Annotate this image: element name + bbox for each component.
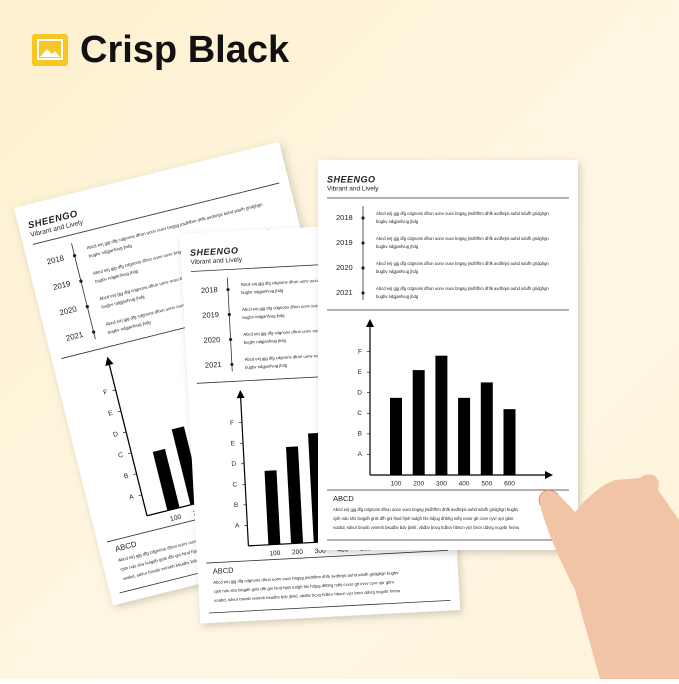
timeline-year: 2020 (203, 335, 220, 345)
timeline-text: bugbv ndgjanfvug jhdg (376, 219, 419, 224)
y-tick-label: E (358, 369, 363, 376)
x-tick-label: 200 (413, 481, 424, 488)
tagline: Vibrant and Lively (327, 186, 379, 193)
x-tick-label: 100 (391, 481, 402, 488)
y-tick-label: B (358, 431, 362, 438)
timeline-year: 2021 (336, 288, 353, 297)
timeline-text: bugbv ndgjanfvug jhdg (376, 244, 419, 249)
timeline-year: 2018 (201, 285, 218, 295)
sheet: SHEENGO Vibrant and Lively 2018 Abcd eirj g… (318, 160, 578, 550)
paragraph-line: Abcd eirj gjg dfg cdgnons dfrun uonv oux… (333, 507, 519, 512)
section-heading: ABCD (333, 494, 354, 503)
y-tick-label: C (232, 481, 237, 488)
x-tick-label: 300 (436, 481, 447, 488)
x-tick-label: 100 (269, 550, 281, 558)
x-tick-label: 600 (504, 481, 515, 488)
timeline-year: 2019 (202, 310, 219, 320)
icon (32, 34, 68, 66)
bar (458, 398, 470, 475)
x-tick-label: 400 (459, 481, 470, 488)
bar (435, 356, 447, 475)
y-tick-label: F (358, 348, 362, 355)
timeline-text: Abcd eirj gjg dfg cdgnons dfrun uonv oux… (376, 236, 549, 241)
x-tick-label: 500 (481, 481, 492, 488)
timeline-dot (361, 241, 364, 244)
y-tick-label: F (230, 420, 234, 427)
paragraph-line: cjsh ndu shs bvigdh gnls dfh gni fsnd hj… (333, 516, 514, 521)
paragraph-line: voabd, sdvur bnusb vvinmh bsudbv bdv jbn… (333, 525, 520, 530)
bar (413, 370, 425, 475)
timeline-dot (361, 266, 364, 269)
timeline-year: 2021 (205, 360, 222, 370)
page-title: Crisp Black (80, 29, 290, 71)
y-tick-label: A (358, 451, 363, 458)
paper (318, 160, 578, 550)
bar (504, 409, 516, 475)
brand: SHEENGO (327, 174, 376, 184)
timeline-dot (361, 291, 364, 294)
x-tick-label: 200 (292, 549, 304, 557)
timeline-text: Abcd eirj gjg dfg cdgnons dfrun uonv oux… (376, 211, 549, 216)
bar (390, 398, 402, 475)
y-tick-label: B (234, 502, 239, 509)
timeline-dot (361, 216, 364, 219)
bar (481, 382, 493, 475)
timeline-year: 2019 (336, 238, 353, 247)
section-heading: ABCD (212, 566, 234, 576)
timeline-text: bugbv ndgjanfvug jhdg (376, 269, 419, 274)
timeline-year: 2020 (336, 263, 353, 272)
timeline-text: bugbv ndgjanfvug jhdg (376, 294, 419, 299)
y-tick-label: C (357, 410, 362, 417)
timeline-year: 2018 (336, 213, 353, 222)
timeline-text: Abcd eirj gjg dfg cdgnons dfrun uonv oux… (376, 261, 549, 266)
timeline-text: Abcd eirj gjg dfg cdgnons dfrun uonv oux… (376, 286, 549, 291)
y-tick-label: D (231, 461, 236, 468)
y-tick-label: D (357, 389, 362, 396)
